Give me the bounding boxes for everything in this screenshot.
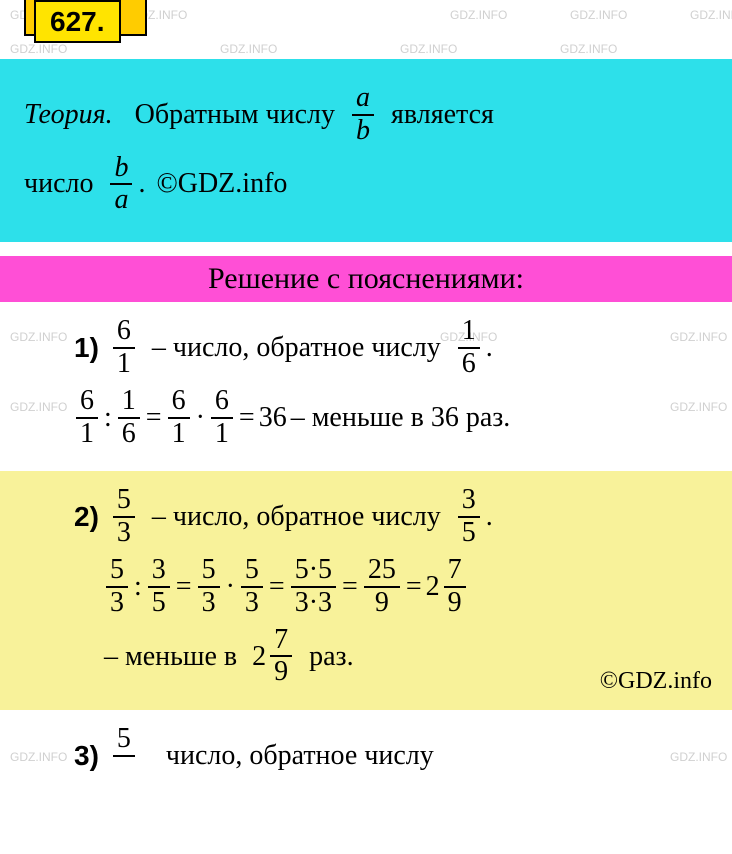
theory-copyright: ©GDZ.info — [156, 156, 287, 212]
recip-text-1: – число, обратное числу — [152, 324, 441, 372]
solution-header: Решение с пояснениями: — [0, 256, 732, 302]
result-36: 36 — [259, 394, 287, 442]
problem-num-2: 2) — [74, 493, 99, 541]
theory-label: Теория. — [24, 87, 113, 143]
recip-text-2: – число, обратное числу — [152, 493, 441, 541]
frac-3-5: 3 5 — [458, 485, 480, 549]
problem-num-3: 3) — [74, 740, 99, 772]
mixed-2-7-9: 279 — [426, 555, 468, 619]
frac-6-1: 6 1 — [113, 316, 135, 380]
theory-text2: является — [391, 87, 494, 143]
problem-1: 1) 6 1 – число, обратное числу 1 6 . 61 … — [0, 302, 732, 471]
copyright-main: ©GDZ.info — [600, 661, 712, 702]
problem-3-partial: 3) 5 число, обратное числу — [0, 710, 732, 788]
frac-5-3: 5 3 — [113, 485, 135, 549]
problem-badge: 627. — [0, 0, 732, 59]
fraction-ba: b a — [110, 153, 132, 217]
frac-1-6: 1 6 — [458, 316, 480, 380]
theory-text1: Обратным числу — [135, 87, 335, 143]
theory-text3: число — [24, 156, 93, 212]
fraction-ab: a b — [352, 83, 374, 147]
result-text-2b: раз. — [309, 633, 354, 681]
problem-2: 2) 5 3 – число, обратное числу 3 5 . 53 … — [0, 471, 732, 710]
result-text-2a: – меньше в — [104, 633, 237, 681]
problem-num-1: 1) — [74, 324, 99, 372]
theory-box: Теория. Обратным числу a b является числ… — [0, 59, 732, 242]
problem-number: 627. — [34, 0, 121, 43]
result-text-1: – меньше в 36 раз. — [291, 394, 511, 442]
